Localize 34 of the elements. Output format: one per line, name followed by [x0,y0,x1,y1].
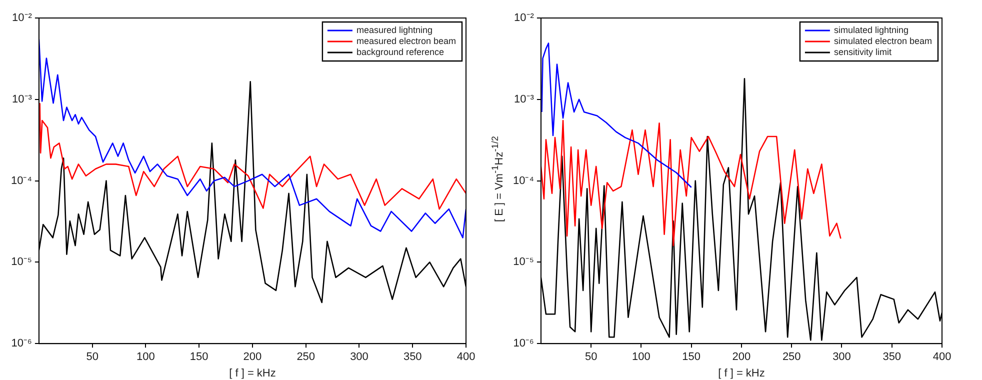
x-tick-label: 50 [86,351,98,364]
x-tick-label: 150 [190,351,208,364]
y-tick-label: 10⁻² [514,12,534,24]
x-tick-label: 350 [403,351,422,364]
x-tick-label: 350 [882,351,902,364]
x-tick-label: 50 [584,351,598,364]
x-tick-label: 250 [782,351,801,364]
legend-label: simulated lightning [834,24,908,35]
x-axis-title: [ f ] = kHz [718,367,765,380]
legend-label: simulated electron beam [834,36,932,46]
y-tick-label: 10⁻⁴ [512,174,534,187]
y-tick-label: 10⁻² [12,12,32,24]
legend-label: sensitivity limit [834,46,892,57]
y-tick-label: 10⁻³ [514,93,534,106]
y-tick-label: 10⁻⁶ [513,338,534,350]
legend-label: background reference [356,46,444,57]
x-axis-title: [ f ] = kHz [229,367,276,380]
x-tick-label: 100 [632,351,650,364]
y-tick-label: 10⁻⁴ [10,174,32,187]
x-tick-label: 200 [243,351,262,364]
x-tick-label: 200 [732,351,751,364]
x-tick-label: 300 [832,351,851,364]
x-tick-label: 250 [296,351,316,364]
x-tick-label: 400 [932,351,952,364]
x-tick-label: 150 [682,351,701,364]
y-tick-label: 10⁻⁶ [11,338,32,350]
legend-label: measured lightning [356,24,433,35]
y-tick-label: 10⁻⁵ [11,256,32,268]
x-tick-label: 100 [136,351,155,364]
y-tick-label: 10⁻⁵ [513,256,534,268]
legend-label: measured electron beam [356,36,456,46]
y-tick-label: 10⁻³ [12,93,32,106]
x-tick-label: 300 [350,351,368,364]
x-tick-label: 400 [456,351,476,364]
